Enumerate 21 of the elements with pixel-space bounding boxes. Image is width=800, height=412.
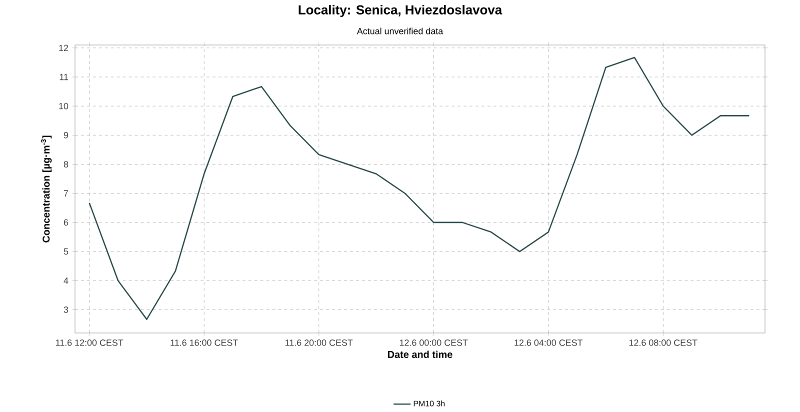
y-tick-label: 6 — [64, 219, 68, 226]
y-tick-label: 8 — [64, 161, 68, 168]
y-tick-label: 5 — [64, 248, 68, 255]
x-axis-title: Date and time — [388, 350, 452, 358]
y-tick-label: 12 — [59, 44, 68, 52]
y-tick-label: 3 — [64, 306, 68, 314]
x-tick-label: 12.6 04:00 CEST — [514, 340, 583, 346]
chart-title: Locality: Senica, Hviezdoslavova — [298, 5, 502, 18]
y-tick-label: 11 — [60, 74, 68, 80]
y-tick-label: 7 — [64, 190, 68, 197]
x-tick-label: 12.6 00:00 CEST — [400, 340, 468, 346]
y-tick-label: 10 — [59, 103, 68, 110]
x-tick-label: 11.6 20:00 CEST — [286, 340, 353, 346]
y-tick-label: 9 — [64, 132, 68, 138]
y-tick-label: 4 — [64, 278, 68, 284]
x-tick-label: 11.6 16:00 CEST — [170, 340, 238, 346]
chart-subtitle: Actual unverified data — [356, 28, 444, 34]
x-tick-label: 11.6 12:00 CEST — [56, 340, 124, 346]
y-axis-title: Concentration [µg·m$^{-3}$] — [41, 136, 52, 243]
x-tick-label: 12.6 08:00 CEST — [629, 340, 698, 346]
line-series — [88, 56, 750, 320]
